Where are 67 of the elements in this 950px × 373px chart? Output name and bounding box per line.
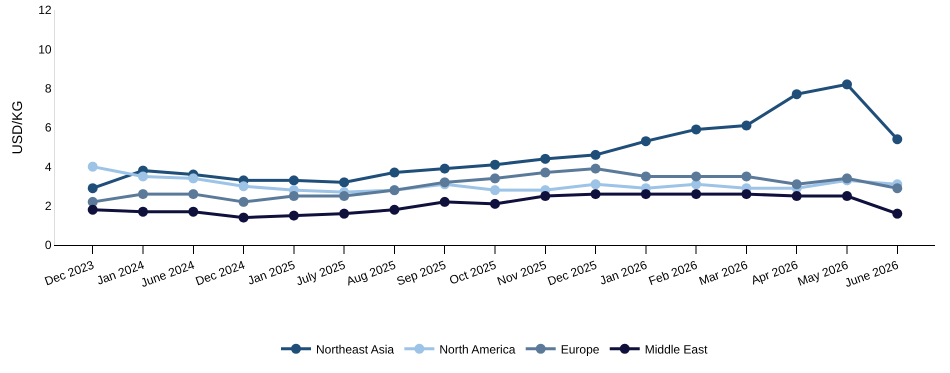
point xyxy=(490,198,500,209)
legend-label: Northeast Asia xyxy=(316,342,394,356)
point xyxy=(792,191,802,202)
legend-label: Middle East xyxy=(644,342,708,356)
point xyxy=(590,179,601,190)
point xyxy=(238,181,249,192)
point xyxy=(188,206,198,217)
point xyxy=(691,171,702,182)
point xyxy=(490,160,500,170)
point xyxy=(590,150,601,160)
point xyxy=(640,189,651,200)
legend-label: Europe xyxy=(560,342,600,356)
point xyxy=(490,173,500,184)
point xyxy=(440,196,450,207)
point xyxy=(741,171,752,182)
point xyxy=(540,191,550,202)
point xyxy=(88,183,98,194)
point xyxy=(540,168,550,178)
x-tick-label: Feb 2026 xyxy=(646,258,700,288)
point xyxy=(389,204,400,215)
point xyxy=(590,164,601,174)
x-tick-label: Mar 2026 xyxy=(697,258,750,288)
point xyxy=(691,124,702,134)
point xyxy=(138,206,148,217)
point xyxy=(88,204,98,215)
point xyxy=(540,154,550,164)
point xyxy=(640,171,651,182)
point xyxy=(792,179,802,190)
point xyxy=(640,136,651,146)
y-tick-label: 4 xyxy=(44,160,52,174)
y-tick-label: 10 xyxy=(38,42,52,56)
point xyxy=(842,191,852,202)
point xyxy=(741,189,752,200)
x-tick-label: Dec 2024 xyxy=(194,258,247,288)
y-tick-label: 12 xyxy=(38,3,52,18)
point xyxy=(288,191,299,202)
y-tick-label: 8 xyxy=(44,82,52,96)
x-tick-label: Jan 2026 xyxy=(598,258,650,288)
point xyxy=(138,189,148,200)
point xyxy=(741,120,752,131)
y-tick-label: 0 xyxy=(44,238,52,252)
point xyxy=(339,177,350,188)
point xyxy=(892,183,902,194)
point xyxy=(138,171,148,182)
point xyxy=(88,162,98,172)
x-tick-label: Dec 2023 xyxy=(42,258,96,288)
point xyxy=(389,168,400,178)
y-tick-label: 6 xyxy=(44,120,52,135)
legend-label: North America xyxy=(439,342,516,356)
point xyxy=(238,212,249,223)
point xyxy=(590,189,601,200)
point xyxy=(339,208,350,219)
point xyxy=(339,191,350,202)
point xyxy=(188,173,198,184)
y-tick-label: 2 xyxy=(44,199,52,214)
point xyxy=(842,79,852,90)
point xyxy=(188,189,198,200)
point xyxy=(691,189,702,200)
y-axis-title: USD/KG xyxy=(8,100,25,154)
point xyxy=(238,196,249,207)
point xyxy=(490,185,500,196)
point xyxy=(792,89,802,100)
point xyxy=(288,210,299,221)
point xyxy=(892,208,902,219)
point xyxy=(288,175,299,186)
point xyxy=(440,164,450,174)
point xyxy=(892,134,902,144)
